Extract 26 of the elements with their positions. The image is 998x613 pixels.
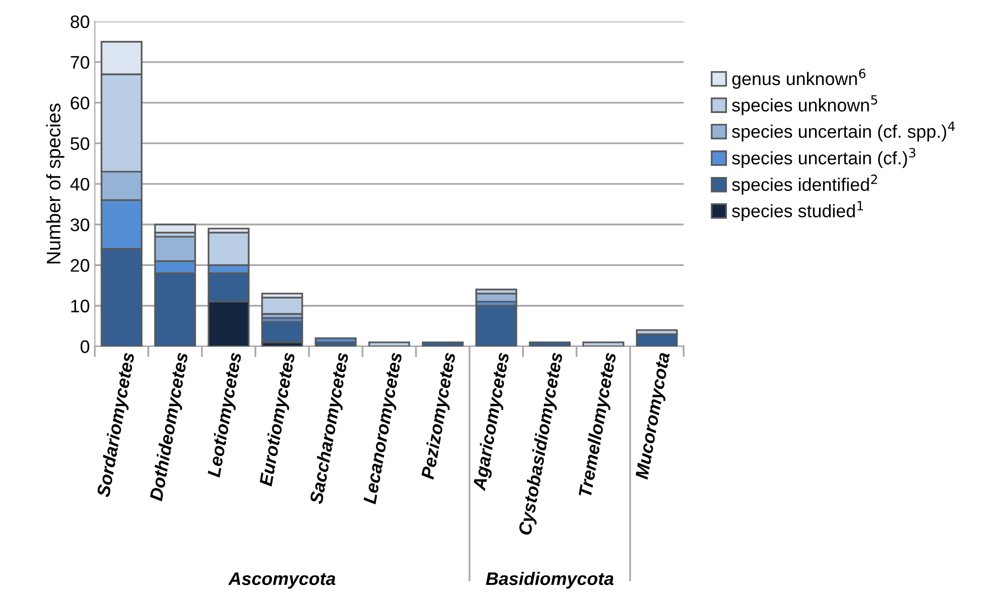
y-axis-title: Number of species bbox=[46, 104, 64, 264]
y-tick-label: 60 bbox=[70, 96, 90, 110]
bar bbox=[154, 224, 196, 234]
y-tick-label: 0 bbox=[80, 340, 90, 354]
legend-label: species identified$^{2}$ bbox=[732, 174, 877, 195]
legend-label: species uncertain (cf. spp.)$^{4}$ bbox=[732, 122, 955, 142]
y-tick-label: 50 bbox=[70, 137, 90, 150]
bar bbox=[475, 304, 518, 346]
y-tick-label: 10 bbox=[71, 300, 90, 312]
bar bbox=[368, 341, 410, 346]
bar bbox=[528, 341, 571, 346]
bar bbox=[314, 337, 357, 344]
text: Basidiomycota bbox=[486, 572, 614, 589]
bar bbox=[422, 341, 464, 346]
y-tick-label: 30 bbox=[70, 218, 90, 232]
bar bbox=[582, 341, 624, 346]
legend-label: species studied$^{1}$ bbox=[732, 201, 864, 221]
y-tick-label: 40 bbox=[70, 178, 90, 191]
legend-label: species uncertain (cf.)$^{3}$ bbox=[732, 148, 916, 168]
y-tick-label: 20 bbox=[70, 259, 90, 272]
bar bbox=[261, 321, 304, 344]
legend-label: species unknown$^{5}$ bbox=[732, 95, 878, 116]
text: Ascomycota bbox=[228, 572, 336, 589]
y-tick-label: 70 bbox=[70, 56, 90, 69]
legend-label: genus unknown$^{6}$ bbox=[732, 68, 866, 89]
y-tick-label: 80 bbox=[70, 15, 90, 28]
